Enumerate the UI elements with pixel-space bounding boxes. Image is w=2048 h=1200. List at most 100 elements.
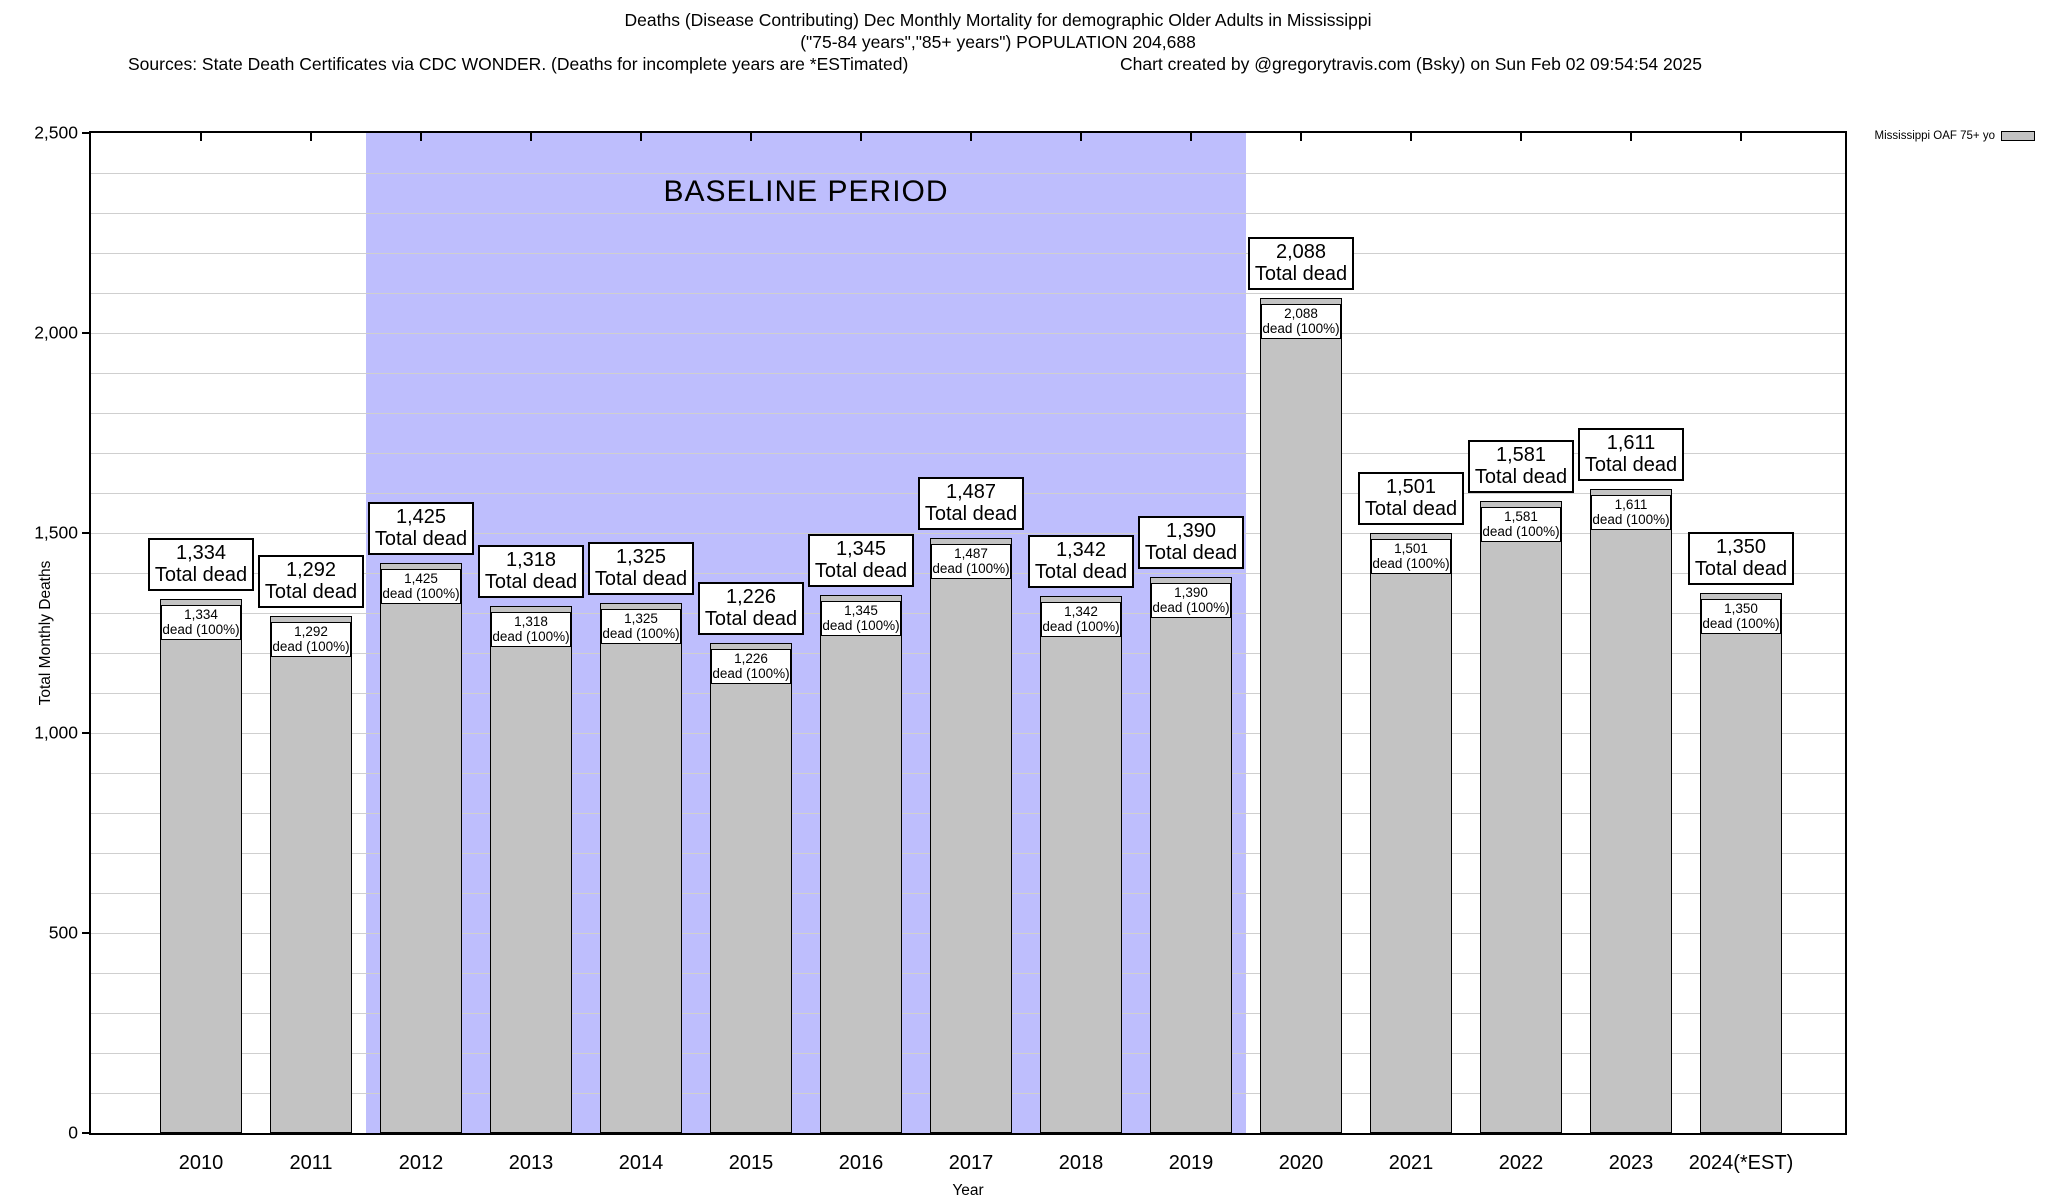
bar-total-caption: Total dead bbox=[704, 607, 798, 630]
bar-2022 bbox=[1480, 500, 1562, 1133]
x-tick-label-2020: 2020 bbox=[1278, 1152, 1324, 1174]
bar-inner-value: 1,292 bbox=[294, 624, 328, 640]
bar-total-value: 1,350 bbox=[1715, 536, 1767, 558]
bar-2010 bbox=[160, 599, 242, 1133]
bar-total-value: 1,334 bbox=[175, 542, 227, 565]
bar-inner-caption: dead (100%) bbox=[602, 626, 680, 641]
gridline-y-2100 bbox=[91, 292, 1845, 294]
bar-inner-caption: dead (100%) bbox=[272, 639, 350, 655]
bar-total-label-2019: 1,390 Total dead bbox=[1138, 516, 1244, 569]
bar-2019 bbox=[1150, 577, 1232, 1133]
bar-total-label-2012: 1,425 Total dead bbox=[368, 502, 474, 555]
bar-total-label-2024(*EST): 1,350 Total dead bbox=[1688, 532, 1794, 585]
bar-total-label-2010: 1,334 Total dead bbox=[148, 538, 254, 592]
x-tick-label-2012: 2012 bbox=[398, 1152, 444, 1174]
y-tick-label-0: 0 bbox=[68, 1122, 78, 1143]
bar-inner-label-2013: 1,318 dead (100%) bbox=[491, 611, 571, 647]
legend: Mississippi OAF 75+ yo bbox=[1875, 130, 2035, 142]
bar-inner-value: 1,345 bbox=[844, 603, 878, 618]
bar-total-value: 1,501 bbox=[1385, 475, 1437, 498]
gridline-y-1900 bbox=[91, 372, 1845, 374]
bar-total-value: 1,425 bbox=[395, 506, 447, 528]
bar-total-label-2016: 1,345 Total dead bbox=[808, 534, 914, 587]
bar-total-label-2023: 1,611 Total dead bbox=[1578, 427, 1684, 481]
y-tick-stub bbox=[82, 732, 89, 734]
bar-total-value: 1,581 bbox=[1495, 443, 1547, 466]
bar-inner-caption: dead (100%) bbox=[822, 618, 900, 633]
bar-2013 bbox=[490, 605, 572, 1133]
y-tick-stub bbox=[82, 332, 89, 334]
bar-inner-label-2019: 1,390 dead (100%) bbox=[1151, 583, 1231, 618]
bar-total-value: 1,611 bbox=[1606, 431, 1656, 454]
bar-total-value: 2,088 bbox=[1275, 240, 1327, 263]
chart-title-line2: ("75-84 years","85+ years") POPULATION 2… bbox=[800, 32, 1196, 52]
bar-total-caption: Total dead bbox=[1144, 542, 1238, 564]
x-tick-label-2022: 2022 bbox=[1498, 1152, 1544, 1174]
bar-inner-caption: dead (100%) bbox=[712, 665, 790, 681]
bar-total-value: 1,226 bbox=[725, 585, 777, 608]
bar-total-value: 1,325 bbox=[615, 546, 667, 568]
bar-inner-value: 1,318 bbox=[514, 613, 548, 629]
y-tick-stub bbox=[82, 132, 89, 134]
bar-inner-label-2012: 1,425 dead (100%) bbox=[381, 569, 461, 604]
bar-total-label-2014: 1,325 Total dead bbox=[588, 542, 694, 595]
chart-sources-note: Sources: State Death Certificates via CD… bbox=[128, 54, 909, 74]
gridline-y-2000 bbox=[91, 332, 1845, 334]
y-tick-stub bbox=[82, 532, 89, 534]
plot-area: BASELINE PERIOD 1,334 dead (100%) 1,334 Tot… bbox=[89, 131, 1847, 1135]
bar-total-caption: Total dead bbox=[814, 560, 908, 582]
x-tick-mark-top bbox=[1520, 133, 1522, 141]
bar-inner-caption: dead (100%) bbox=[382, 586, 460, 601]
x-tick-mark-top bbox=[970, 133, 972, 141]
bar-total-caption: Total dead bbox=[1474, 465, 1568, 488]
gridline-y-1800 bbox=[91, 412, 1845, 414]
bar-total-caption: Total dead bbox=[594, 568, 688, 590]
bar-inner-caption: dead (100%) bbox=[1592, 511, 1670, 527]
bar-2018 bbox=[1040, 596, 1122, 1133]
gridline-y-2400 bbox=[91, 172, 1845, 174]
x-tick-mark-top bbox=[1080, 133, 1082, 141]
bar-inner-label-2015: 1,226 dead (100%) bbox=[711, 648, 791, 684]
bar-total-value: 1,342 bbox=[1055, 539, 1107, 562]
legend-swatch-icon bbox=[2001, 131, 2035, 141]
bar-inner-caption: dead (100%) bbox=[1482, 523, 1560, 539]
bar-inner-label-2014: 1,325 dead (100%) bbox=[601, 609, 681, 644]
bar-2023 bbox=[1590, 488, 1672, 1133]
bar-2017 bbox=[930, 538, 1012, 1133]
bar-total-caption: Total dead bbox=[1694, 558, 1788, 580]
bar-inner-caption: dead (100%) bbox=[1152, 600, 1230, 615]
legend-series-label: Mississippi OAF 75+ yo bbox=[1874, 130, 1995, 142]
bar-inner-caption: dead (100%) bbox=[932, 561, 1010, 577]
bar-total-caption: Total dead bbox=[1034, 561, 1128, 584]
x-tick-mark-top bbox=[1630, 133, 1632, 141]
gridline-y-2300 bbox=[91, 212, 1845, 214]
bar-inner-value: 2,088 bbox=[1284, 305, 1318, 321]
chart-credit-note: Chart created by @gregorytravis.com (Bsk… bbox=[1120, 54, 1702, 74]
x-tick-mark-top bbox=[750, 133, 752, 141]
x-tick-label-2015: 2015 bbox=[728, 1152, 774, 1174]
bar-inner-label-2017: 1,487 dead (100%) bbox=[931, 544, 1011, 580]
x-tick-label-2014: 2014 bbox=[618, 1152, 664, 1174]
bar-inner-value: 1,342 bbox=[1064, 604, 1098, 620]
y-axis-title: Total Monthly Deaths bbox=[37, 560, 54, 706]
bar-inner-value: 1,425 bbox=[404, 571, 438, 586]
x-tick-label-2021: 2021 bbox=[1388, 1152, 1434, 1174]
bar-total-label-2021: 1,501 Total dead bbox=[1358, 471, 1464, 525]
bar-total-value: 1,318 bbox=[505, 548, 557, 571]
bar-inner-label-2011: 1,292 dead (100%) bbox=[271, 622, 351, 658]
bar-inner-caption: dead (100%) bbox=[1042, 619, 1120, 635]
x-tick-label-2011: 2011 bbox=[289, 1152, 333, 1174]
y-tick-stub bbox=[82, 932, 89, 934]
bar-total-label-2022: 1,581 Total dead bbox=[1468, 439, 1574, 493]
bar-inner-label-2010: 1,334 dead (100%) bbox=[161, 605, 241, 641]
bar-2012 bbox=[380, 563, 462, 1133]
x-tick-label-2017: 2017 bbox=[948, 1152, 994, 1174]
bar-total-caption: Total dead bbox=[1364, 497, 1458, 520]
x-tick-label-2019: 2019 bbox=[1168, 1152, 1214, 1174]
x-tick-label-2023: 2023 bbox=[1608, 1152, 1654, 1174]
bar-total-value: 1,345 bbox=[835, 538, 887, 560]
bar-2024(*EST) bbox=[1700, 593, 1782, 1133]
x-axis-title: Year bbox=[952, 1182, 984, 1199]
bar-inner-value: 1,334 bbox=[184, 607, 218, 623]
